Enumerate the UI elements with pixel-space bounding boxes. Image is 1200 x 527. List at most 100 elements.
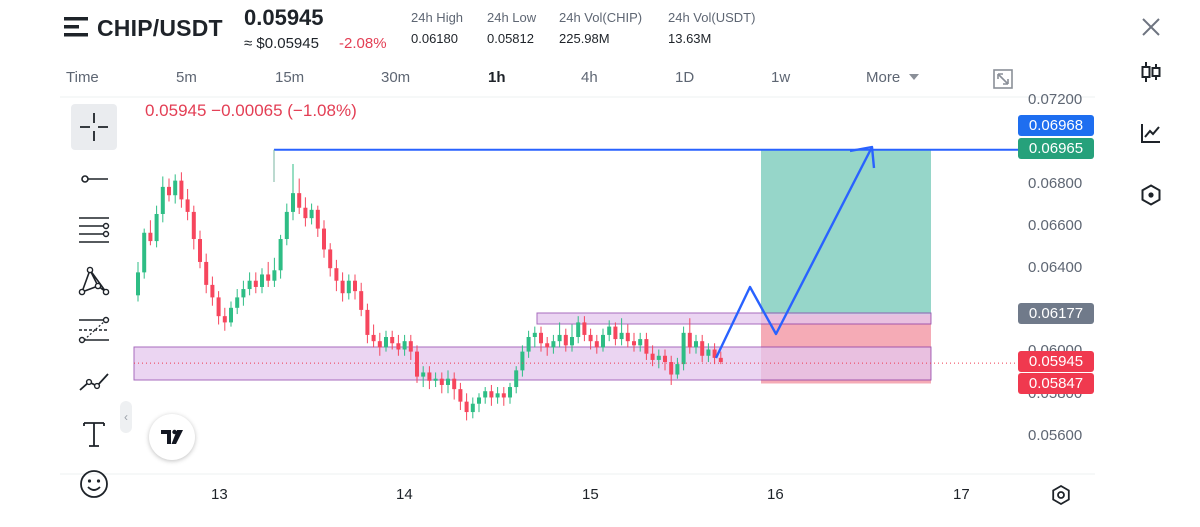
candle-body <box>433 378 438 381</box>
candle-body <box>303 207 308 219</box>
candle-body <box>173 180 178 196</box>
candle-body <box>210 284 215 298</box>
candle-body <box>136 272 140 296</box>
candle-body <box>607 326 612 335</box>
candle-body <box>408 341 413 352</box>
x-axis-label: 14 <box>396 486 413 503</box>
stat-value-vol-quote: 13.63M <box>668 31 712 46</box>
candle-body <box>272 270 277 281</box>
crosshair-icon <box>80 113 108 141</box>
candle-body <box>514 370 519 388</box>
candle-body <box>204 261 209 285</box>
candle-body <box>551 341 556 348</box>
candle-body <box>656 355 661 360</box>
candle-body <box>483 391 488 398</box>
crosshair-tool[interactable] <box>71 104 117 150</box>
candle-body <box>377 341 382 348</box>
tab-1h[interactable]: 1h <box>488 69 506 86</box>
candle-body <box>632 341 636 346</box>
parallel-channel-icon[interactable] <box>76 212 112 248</box>
candle-body <box>594 341 599 348</box>
tab-1d[interactable]: 1D <box>675 69 695 86</box>
stat-label-vol-quote: 24h Vol(USDT) <box>668 10 756 25</box>
candle-body <box>160 186 165 214</box>
candle-body <box>384 337 388 348</box>
candle-body <box>371 334 376 342</box>
x-axis-label: 17 <box>953 486 970 503</box>
pair-title[interactable]: CHIP/USDT <box>97 15 223 41</box>
price-change-percent: -2.08% <box>339 35 387 52</box>
candle-body <box>402 341 407 350</box>
stat-label-high: 24h High <box>411 10 464 25</box>
candle-body <box>638 339 643 346</box>
candle-body <box>260 274 264 287</box>
candle-body <box>532 332 537 338</box>
candle-body <box>582 322 587 335</box>
line-chart-icon[interactable] <box>1140 122 1162 144</box>
tab-time[interactable]: Time <box>66 69 99 86</box>
x-axis-label: 13 <box>211 486 228 503</box>
projection-path <box>714 146 874 359</box>
candle-body <box>322 228 326 250</box>
candle-body <box>353 280 357 292</box>
candle-body <box>446 378 450 385</box>
horizontal-line-icon[interactable] <box>76 161 112 197</box>
tab-30m[interactable]: 30m <box>381 69 411 86</box>
price-badge-stop-loss: 0.05847 <box>1018 373 1094 394</box>
x-axis-label: 16 <box>767 486 784 503</box>
polyline-icon[interactable] <box>76 364 112 400</box>
candle-body <box>346 280 351 294</box>
candle-body <box>687 332 692 348</box>
fib-tool-icon[interactable] <box>76 313 112 349</box>
y-axis-label: 0.05600 <box>1028 427 1083 444</box>
stat-value-high: 0.06180 <box>411 31 458 46</box>
hexagon-icon[interactable] <box>1140 184 1162 206</box>
candle-body <box>278 239 283 271</box>
tab-more[interactable]: More <box>866 69 901 86</box>
candle-body <box>545 343 550 348</box>
candles-icon[interactable] <box>1140 60 1162 84</box>
price-badge-last: 0.05945 <box>1018 351 1094 372</box>
candle-body <box>613 326 618 340</box>
candle-body <box>718 357 723 363</box>
candle-body <box>198 239 202 262</box>
tab-5m[interactable]: 5m <box>176 69 197 86</box>
candle-body <box>464 401 469 413</box>
candle-body <box>396 343 401 350</box>
close-icon[interactable] <box>1140 16 1162 38</box>
candle-body <box>588 334 593 342</box>
candle-body <box>179 180 184 200</box>
candle-body <box>235 297 240 308</box>
candle-body <box>340 280 345 294</box>
candle-body <box>421 372 426 377</box>
candle-body <box>501 393 506 398</box>
candle-body <box>508 387 512 398</box>
approx-usd-price: ≈ $0.05945 <box>244 35 319 52</box>
candle-body <box>427 372 432 381</box>
y-axis-label: 0.06400 <box>1028 259 1083 276</box>
candle-body <box>570 337 574 346</box>
text-tool-icon[interactable] <box>76 416 112 452</box>
candle-body <box>253 280 258 287</box>
candle-body <box>576 322 581 338</box>
tab-15m[interactable]: 15m <box>275 69 305 86</box>
support-zone <box>133 346 932 381</box>
price-badge-target-line: 0.06968 <box>1018 115 1094 136</box>
expand-icon[interactable] <box>992 68 1014 90</box>
emoji-icon[interactable] <box>76 466 112 502</box>
pattern-icon[interactable] <box>76 262 112 298</box>
ohlc-legend: 0.05945 −0.00065 (−1.08%) <box>145 101 357 120</box>
price-badge-take-profit: 0.06965 <box>1018 138 1094 159</box>
candle-body <box>415 351 419 377</box>
tab-1w[interactable]: 1w <box>771 69 791 86</box>
settings-icon[interactable] <box>1050 484 1072 506</box>
y-axis-label: 0.07200 <box>1028 91 1083 108</box>
toolbar-collapse-handle[interactable]: ‹ <box>120 401 132 433</box>
candle-body <box>191 211 196 240</box>
candle-body <box>625 332 630 342</box>
candle-body <box>148 232 153 242</box>
candle-body <box>328 249 333 269</box>
tab-4h[interactable]: 4h <box>581 69 598 86</box>
candle-body <box>185 199 190 212</box>
